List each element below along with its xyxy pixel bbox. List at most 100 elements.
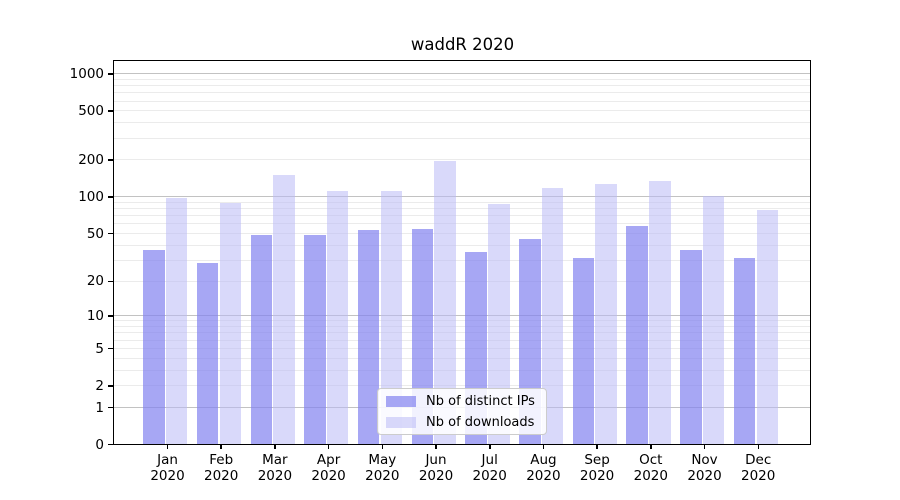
bar-ips-feb [196,263,219,444]
minor-gridline [114,78,810,80]
legend-label: Nb of downloads [426,414,535,430]
y-tick-mark [107,315,113,317]
minor-gridline [114,244,810,246]
bar-ips-sep [572,258,595,444]
x-tick-label-year: 2020 [741,468,776,484]
x-tick-label-year: 2020 [526,468,561,484]
minor-gridline [114,92,810,94]
minor-gridline [114,339,810,341]
x-tick-mark [220,444,222,450]
bar-ips-apr [304,235,326,444]
minor-gridline [114,369,810,371]
minor-gridline [114,215,810,217]
minor-gridline [114,385,810,386]
x-tick-mark [757,444,759,450]
bar-ips-oct [626,226,648,444]
plot-area: Nb of distinct IPs Nb of downloads [113,60,811,445]
y-tick-mark [107,196,113,198]
minor-gridline [114,110,810,112]
x-tick-mark [650,444,652,450]
x-tick-label-month: Jan [157,451,178,468]
y-tick-label: 1000 [69,65,104,82]
y-tick-label: 100 [78,189,104,205]
minor-gridline [114,159,810,161]
x-tick-mark [381,444,384,450]
x-tick-mark [596,444,598,450]
y-tick-label: 500 [78,103,104,119]
y-tick-label: 200 [78,152,104,169]
minor-gridline [114,357,810,359]
x-tick-label-month: Nov [691,451,718,468]
x-tick-label-month: Aug [530,451,557,468]
y-tick-label: 1 [95,399,104,416]
x-tick-label-year: 2020 [311,468,346,484]
major-gridline [114,73,810,75]
x-tick-label-month: Dec [745,451,772,468]
x-tick-label: Feb 2020 [186,452,256,485]
x-tick-label-month: Jun [425,451,447,468]
x-tick-mark [489,444,491,450]
x-tick-mark [435,444,437,450]
bar-ips-mar [250,235,272,444]
y-tick-label: 20 [86,273,104,290]
legend: Nb of distinct IPs Nb of downloads [377,388,547,435]
bar-downloads-feb [219,202,241,444]
y-tick-label: 0 [95,436,104,453]
x-tick-label-year: 2020 [579,468,615,484]
x-tick-mark [542,444,545,450]
y-tick-label: 50 [86,225,104,242]
y-tick-mark [107,280,113,282]
chart-title: waddR 2020 [410,35,515,54]
minor-gridline [114,122,810,124]
major-gridline [114,315,810,317]
legend-item: Nb of distinct IPs [386,394,538,409]
x-tick-label-month: May [368,451,397,468]
x-tick-label-month: Jul [481,451,498,468]
x-tick-label: Jan 2020 [133,452,203,485]
bar-downloads-may [380,190,403,444]
legend-swatch-icon [386,395,416,407]
legend-label: Nb of distinct IPs [426,393,535,409]
bar-ips-jan [143,250,165,444]
x-tick-label-year: 2020 [204,468,239,484]
x-tick-label: May 2020 [347,452,417,485]
x-tick-mark [703,444,706,450]
bar-downloads-nov [702,196,725,444]
x-tick-label-month: Sep [584,451,610,468]
x-tick-label: Jun 2020 [401,452,471,485]
bar-ips-may [357,229,380,444]
minor-gridline [114,280,810,282]
bar-downloads-oct [649,181,671,444]
major-gridline [114,196,810,198]
minor-gridline [114,326,810,328]
x-tick-label: Nov 2020 [670,452,740,485]
legend-swatch-icon [386,416,416,428]
y-tick-mark [107,385,113,387]
x-tick-label-year: 2020 [150,468,185,484]
x-tick-label-year: 2020 [418,468,454,484]
bar-downloads-mar [273,174,295,444]
bar-downloads-sep [595,184,617,444]
x-tick-label-year: 2020 [687,468,722,484]
x-tick-mark [166,444,169,450]
x-tick-label: Jul 2020 [455,452,525,485]
bar-ips-dec [733,258,756,444]
bar-downloads-jul [488,203,510,444]
bar-downloads-jan [165,197,188,444]
y-tick-mark [107,406,113,409]
legend-item: Nb of downloads [386,415,538,430]
minor-gridline [114,332,810,334]
x-tick-label-month: Mar [262,451,288,468]
minor-gridline [114,208,810,210]
y-tick-label: 5 [95,340,104,357]
bar-downloads-jun [434,160,456,444]
x-tick-label-month: Feb [209,451,234,468]
x-tick-mark [327,444,330,450]
x-tick-label-year: 2020 [472,468,507,484]
x-tick-label: Oct 2020 [616,452,686,485]
minor-gridline [114,100,810,102]
y-tick-mark [107,232,113,235]
x-tick-label-month: Oct [639,451,663,468]
x-tick-label: Aug 2020 [508,452,578,485]
